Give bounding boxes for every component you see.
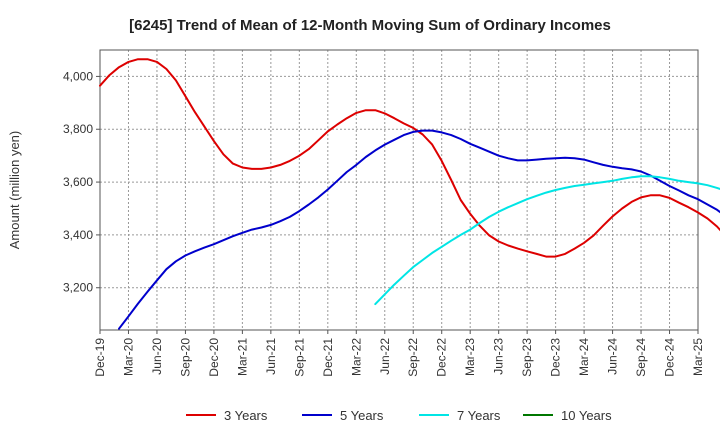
y-tick-label: 3,400 [63,228,93,242]
x-tick-label: Sep-23 [520,338,534,377]
x-tick-label: Jun-23 [492,338,506,375]
x-tick-label: Dec-20 [207,338,221,377]
x-tick-label: Dec-24 [663,338,677,377]
x-tick-label: Dec-19 [93,338,107,377]
series-line-5-years [118,129,720,330]
y-axis-label: Amount (million yen) [7,131,22,250]
legend-label: 5 Years [340,408,384,423]
grid-layer [100,50,698,330]
x-tick-label: Sep-22 [406,338,420,377]
x-tick-label: Mar-20 [121,338,135,376]
series-layer [99,58,720,330]
x-axis-ticks: Dec-19 Mar-20 Jun-20 Sep-20 Dec-20 Mar-21 Jun-… [93,330,705,377]
x-tick-label: Jun-22 [378,338,392,375]
legend-label: 7 Years [457,408,501,423]
y-tick-label: 3,800 [63,122,93,136]
legend-label: 3 Years [224,408,268,423]
x-tick-label: Mar-22 [349,338,363,376]
x-tick-label: Sep-21 [292,338,306,377]
y-tick-label: 3,600 [63,175,93,189]
x-tick-label: Mar-23 [463,338,477,376]
y-axis-ticks: 3,200 3,400 3,600 3,800 4,000 [63,69,100,295]
x-tick-label: Jun-21 [264,338,278,375]
x-tick-label: Mar-24 [577,338,591,376]
x-tick-label: Dec-22 [435,338,449,377]
x-tick-label: Sep-20 [178,338,192,377]
x-tick-label: Dec-23 [549,338,563,377]
series-line-7-years [374,175,720,306]
x-tick-label: Mar-25 [691,338,705,376]
chart-title: [6245] Trend of Mean of 12-Month Moving … [129,17,611,34]
series-line-3-years [99,58,720,258]
y-tick-label: 3,200 [63,281,93,295]
legend-label: 10 Years [561,408,612,423]
legend: 3 Years 5 Years 7 Years 10 Years [186,408,612,423]
y-tick-label: 4,000 [63,69,93,83]
x-tick-label: Dec-21 [321,338,335,377]
x-tick-label: Jun-20 [150,338,164,375]
x-tick-label: Sep-24 [634,338,648,377]
x-tick-label: Jun-24 [606,338,620,375]
plot-frame [99,49,699,331]
x-tick-label: Mar-21 [235,338,249,376]
